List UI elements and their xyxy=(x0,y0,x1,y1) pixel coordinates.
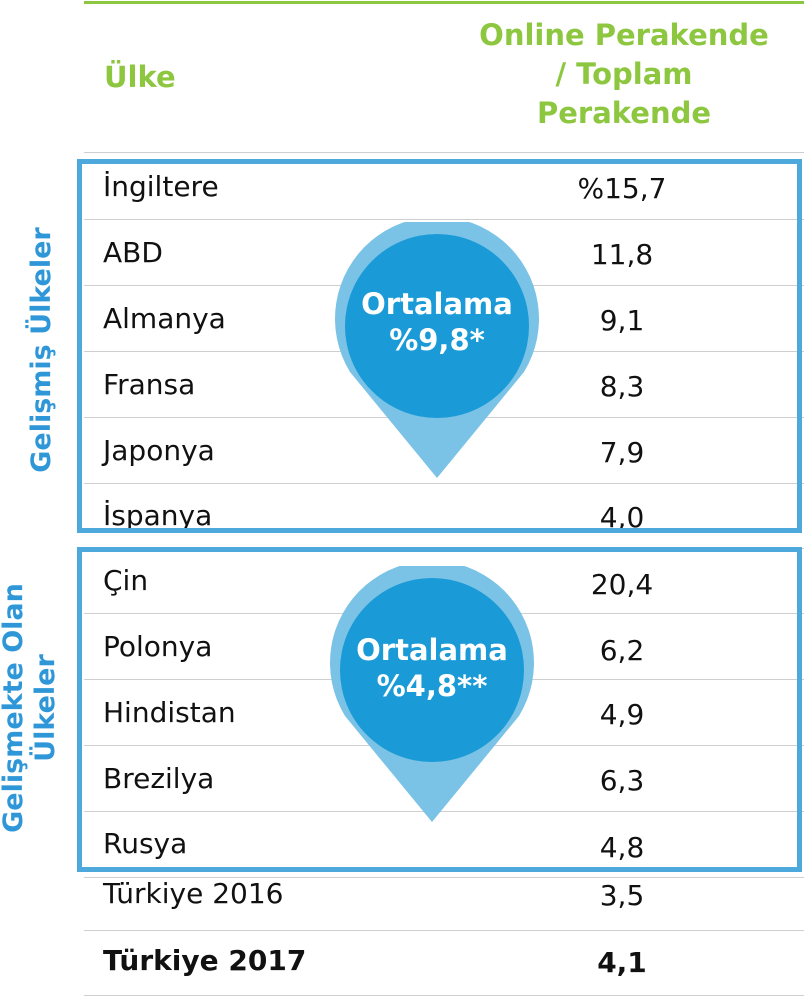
average-label-line: Ortalama xyxy=(356,633,508,667)
value-cell: 11,8 xyxy=(590,238,654,271)
row-divider xyxy=(84,995,804,996)
average-pin-developing xyxy=(330,566,534,822)
table-top-rule xyxy=(84,1,804,4)
country-cell: Brezilya xyxy=(103,762,215,795)
developing-group-frame xyxy=(77,547,802,872)
country-cell: Japonya xyxy=(103,434,215,467)
value-cell-highlight: 4,1 xyxy=(597,946,647,979)
value-cell: 20,4 xyxy=(590,568,654,601)
row-divider xyxy=(84,930,804,931)
country-cell: Hindistan xyxy=(103,696,236,729)
country-cell: Fransa xyxy=(103,368,196,401)
developed-group-frame xyxy=(77,159,802,533)
average-label-developed: Ortalama %9,8* xyxy=(337,286,537,358)
developing-group-label: Gelişmekte Olan Ülkeler xyxy=(0,563,66,853)
value-cell: 6,3 xyxy=(599,764,645,797)
country-cell: Polonya xyxy=(103,630,213,663)
developed-group-label-text: Gelişmiş Ülkeler xyxy=(26,227,57,473)
country-cell: İngiltere xyxy=(103,170,219,203)
value-cell: 8,3 xyxy=(599,370,645,403)
average-label-line: %4,8** xyxy=(376,669,488,703)
country-cell: Rusya xyxy=(103,827,188,860)
country-cell-highlight: Türkiye 2017 xyxy=(103,944,307,977)
average-label-line: %9,8* xyxy=(389,323,485,357)
value-header-line: / Toplam xyxy=(555,57,693,91)
country-cell: Çin xyxy=(103,564,149,597)
row-divider xyxy=(84,877,804,878)
country-cell: Almanya xyxy=(103,302,226,335)
row-divider xyxy=(84,811,804,812)
value-cell: 4,8 xyxy=(599,831,645,864)
value-cell: 4,9 xyxy=(599,698,645,731)
value-cell: 7,9 xyxy=(599,436,645,469)
value-cell: %15,7 xyxy=(577,172,667,205)
country-column-header: Ülke xyxy=(104,60,176,94)
country-cell: İspanya xyxy=(103,499,213,532)
value-cell: 6,2 xyxy=(599,634,645,667)
value-cell: 9,1 xyxy=(599,304,645,337)
row-divider xyxy=(84,219,804,220)
country-cell: ABD xyxy=(103,236,163,269)
average-label-line: Ortalama xyxy=(361,287,513,321)
average-pin-developed xyxy=(335,222,539,478)
row-divider xyxy=(84,483,804,484)
developing-group-label-line: Gelişmekte Olan xyxy=(0,583,29,833)
row-divider xyxy=(84,152,804,153)
average-label-developing: Ortalama %4,8** xyxy=(332,632,532,704)
developing-group-label-line: Ülkeler xyxy=(30,654,61,762)
value-header-line: Perakende xyxy=(536,96,712,130)
developed-group-label: Gelişmiş Ülkeler xyxy=(26,220,58,480)
value-cell: 3,5 xyxy=(599,879,645,912)
value-header-line: Online Perakende xyxy=(479,18,769,52)
value-column-header: Online Perakende / Toplam Perakende xyxy=(454,16,794,133)
country-cell: Türkiye 2016 xyxy=(103,877,284,910)
